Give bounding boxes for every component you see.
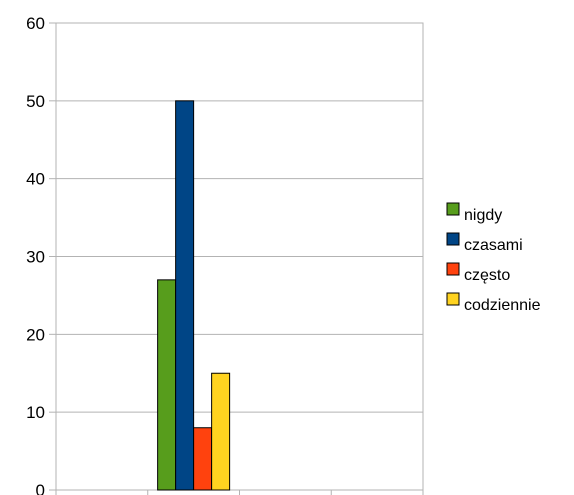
y-tick-label-30: 30 [26, 248, 45, 267]
legend-swatch-często [446, 262, 460, 276]
gridlines [56, 100, 423, 413]
legend-swatch-codziennie [446, 292, 460, 306]
legend-label-codziennie: codziennie [464, 297, 541, 314]
legend-label-nigdy: nigdy [464, 207, 502, 224]
legend-swatch-czasami [446, 232, 460, 246]
bar-codziennie [211, 372, 231, 491]
bar-czasami [175, 100, 195, 491]
legend-swatch-nigdy [446, 202, 460, 216]
y-tick-label-40: 40 [26, 170, 45, 189]
y-axis-ticks: 0 10 20 30 40 50 60 [26, 14, 56, 495]
x-axis-ticks [55, 490, 424, 495]
legend-label-często: często [464, 267, 510, 284]
y-tick-label-50: 50 [26, 92, 45, 111]
y-tick-label-60: 60 [26, 14, 45, 33]
y-tick-label-0: 0 [36, 481, 45, 495]
y-tick-label-10: 10 [26, 403, 45, 422]
y-tick-label-20: 20 [26, 325, 45, 344]
legend-label-czasami: czasami [464, 237, 523, 254]
bar-często [193, 427, 213, 491]
bar-nigdy [157, 279, 177, 491]
bars [157, 100, 231, 491]
legend: nigdy czasami często codziennie [446, 202, 541, 314]
